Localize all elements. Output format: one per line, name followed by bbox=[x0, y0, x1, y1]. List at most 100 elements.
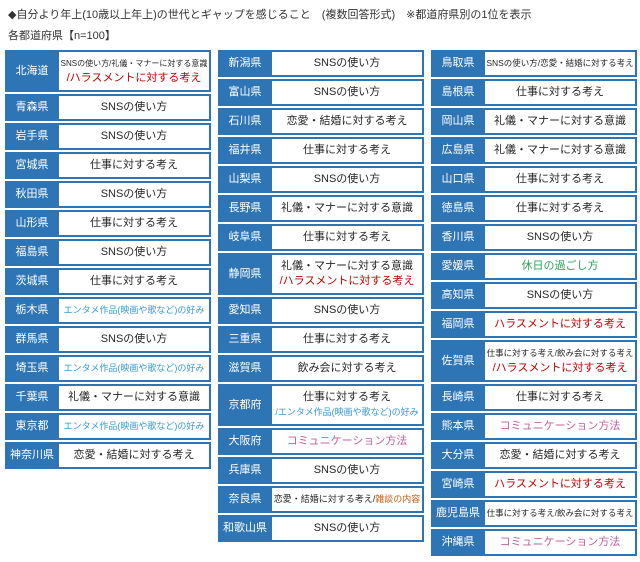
answer-text: SNSの使い方/礼儀・マナーに対する意識 bbox=[60, 59, 208, 68]
answer-cell: SNSの使い方 bbox=[485, 284, 635, 307]
answer-text: SNSの使い方 bbox=[313, 57, 381, 69]
table-row: 京都府 仕事に対する考え/エンタメ作品(映画や歌など)の好み bbox=[218, 384, 424, 426]
table-row: 佐賀県 仕事に対する考え/飲み会に対する考え/ハラスメントに対する考え bbox=[431, 340, 637, 382]
prefecture-cell: 広島県 bbox=[433, 139, 485, 162]
prefecture-cell: 島根県 bbox=[433, 81, 485, 104]
prefecture-cell: 長崎県 bbox=[433, 386, 485, 409]
answer-cell: 礼儀・マナーに対する意識 bbox=[485, 110, 635, 133]
answer-text: SNSの使い方 bbox=[526, 289, 594, 301]
answer-cell: 礼儀・マナーに対する意識 bbox=[272, 197, 422, 220]
answer-text: 仕事に対する考え bbox=[303, 333, 391, 345]
answer-text: /エンタメ作品(映画や歌など)の好み bbox=[275, 407, 419, 417]
answer-text: SNSの使い方 bbox=[100, 246, 168, 258]
prefecture-cell: 奈良県 bbox=[220, 488, 272, 511]
table-row: 栃木県 エンタメ作品(映画や歌など)の好み bbox=[5, 297, 211, 324]
answer-cell: 仕事に対する考え bbox=[485, 197, 635, 220]
answer-cell: 仕事に対する考え bbox=[485, 168, 635, 191]
answer-text: 飲み会に対する考え bbox=[297, 362, 397, 374]
answer-text: 仕事に対する考え bbox=[90, 217, 178, 229]
answer-text: 仕事に対する考え/飲み会に対する考え bbox=[486, 508, 634, 518]
answer-text: SNSの使い方/恋愛・結婚に対する考え bbox=[486, 58, 634, 68]
prefecture-cell: 宮城県 bbox=[7, 154, 59, 177]
prefecture-cell: 埼玉県 bbox=[7, 357, 59, 380]
prefecture-cell: 高知県 bbox=[433, 284, 485, 307]
prefecture-cell: 香川県 bbox=[433, 226, 485, 249]
prefecture-cell: 北海道 bbox=[7, 52, 59, 90]
table-row: 大分県 恋愛・結婚に対する考え bbox=[431, 442, 637, 469]
prefecture-cell: 山形県 bbox=[7, 212, 59, 235]
answer-cell: SNSの使い方 bbox=[485, 226, 635, 249]
answer-text: 仕事に対する考え bbox=[90, 275, 178, 287]
answer-cell: 仕事に対する考え bbox=[272, 226, 422, 249]
answer-cell: SNSの使い方 bbox=[272, 81, 422, 104]
table-row: 福島県 SNSの使い方 bbox=[5, 239, 211, 266]
answer-text: 仕事に対する考え/飲み会に対する考え bbox=[486, 348, 634, 358]
answer-cell: 飲み会に対する考え bbox=[272, 357, 422, 380]
table-row: 岐阜県 仕事に対する考え bbox=[218, 224, 424, 251]
tables: 北海道 SNSの使い方/礼儀・マナーに対する意識/ハラスメントに対する考え 青森県 S… bbox=[5, 50, 637, 558]
table-row: 香川県 SNSの使い方 bbox=[431, 224, 637, 251]
table-row: 鹿児島県 仕事に対する考え/飲み会に対する考え bbox=[431, 500, 637, 527]
table-row: 青森県 SNSの使い方 bbox=[5, 94, 211, 121]
prefecture-cell: 愛知県 bbox=[220, 299, 272, 322]
table-row: 長崎県 仕事に対する考え bbox=[431, 384, 637, 411]
table-row: 三重県 仕事に対する考え bbox=[218, 326, 424, 353]
table-row: 山梨県 SNSの使い方 bbox=[218, 166, 424, 193]
answer-text: 仕事に対する考え bbox=[90, 159, 178, 171]
answer-cell: 恋愛・結婚に対する考え bbox=[485, 444, 635, 467]
prefecture-cell: 福井県 bbox=[220, 139, 272, 162]
answer-text: 仕事に対する考え bbox=[303, 231, 391, 243]
answer-text: SNSの使い方 bbox=[100, 333, 168, 345]
answer-text: /ハラスメントに対する考え bbox=[279, 275, 415, 287]
answer-text: 恋愛・結婚に対する考え bbox=[286, 115, 408, 127]
answer-text: コミュニケーション方法 bbox=[499, 420, 621, 432]
answer-cell: コミュニケーション方法 bbox=[485, 531, 635, 554]
answer-cell: エンタメ作品(映画や歌など)の好み bbox=[59, 357, 209, 380]
answer-cell: 休日の過ごし方 bbox=[485, 255, 635, 278]
table-row: 山形県 仕事に対する考え bbox=[5, 210, 211, 237]
answer-cell: 仕事に対する考え bbox=[272, 139, 422, 162]
table-row: 徳島県 仕事に対する考え bbox=[431, 195, 637, 222]
table-row: 島根県 仕事に対する考え bbox=[431, 79, 637, 106]
table-row: 沖縄県 コミュニケーション方法 bbox=[431, 529, 637, 556]
prefecture-cell: 静岡県 bbox=[220, 255, 272, 293]
prefecture-cell: 岡山県 bbox=[433, 110, 485, 133]
answer-text: 仕事に対する考え bbox=[516, 86, 604, 98]
table-row: 高知県 SNSの使い方 bbox=[431, 282, 637, 309]
answer-cell: 仕事に対する考え bbox=[59, 270, 209, 293]
prefecture-cell: 福岡県 bbox=[433, 313, 485, 336]
prefecture-cell: 新潟県 bbox=[220, 52, 272, 75]
answer-text: SNSの使い方 bbox=[100, 188, 168, 200]
table-row: 茨城県 仕事に対する考え bbox=[5, 268, 211, 295]
answer-cell: SNSの使い方 bbox=[59, 96, 209, 119]
answer-text: SNSの使い方 bbox=[313, 86, 381, 98]
prefecture-cell: 青森県 bbox=[7, 96, 59, 119]
answer-text: 仕事に対する考え bbox=[516, 391, 604, 403]
prefecture-cell: 福島県 bbox=[7, 241, 59, 264]
answer-text: 礼儀・マナーに対する意識 bbox=[494, 115, 626, 127]
answer-text: /ハラスメントに対する考え bbox=[492, 362, 628, 374]
table-row: 滋賀県 飲み会に対する考え bbox=[218, 355, 424, 382]
answer-cell: ハラスメントに対する考え bbox=[485, 473, 635, 496]
prefecture-cell: 千葉県 bbox=[7, 386, 59, 409]
answer-text: エンタメ作品(映画や歌など)の好み bbox=[63, 363, 205, 373]
table-row: 石川県 恋愛・結婚に対する考え bbox=[218, 108, 424, 135]
prefecture-table-1: 北海道 SNSの使い方/礼儀・マナーに対する意識/ハラスメントに対する考え 青森県 S… bbox=[5, 50, 211, 471]
answer-text: エンタメ作品(映画や歌など)の好み bbox=[63, 305, 205, 315]
prefecture-table-3: 鳥取県 SNSの使い方/恋愛・結婚に対する考え 島根県 仕事に対する考え 岡山県 礼儀・マ… bbox=[431, 50, 637, 558]
answer-cell: 仕事に対する考え bbox=[59, 212, 209, 235]
answer-text: 礼儀・マナーに対する意識 bbox=[281, 260, 413, 272]
prefecture-cell: 石川県 bbox=[220, 110, 272, 133]
table-row: 新潟県 SNSの使い方 bbox=[218, 50, 424, 77]
table-row: 熊本県 コミュニケーション方法 bbox=[431, 413, 637, 440]
prefecture-cell: 岩手県 bbox=[7, 125, 59, 148]
prefecture-table-2: 新潟県 SNSの使い方 富山県 SNSの使い方 石川県 恋愛・結婚に対する考え 福井県 仕事に… bbox=[218, 50, 424, 544]
answer-cell: 恋愛・結婚に対する考え bbox=[59, 444, 209, 467]
answer-text: 仕事に対する考え bbox=[516, 202, 604, 214]
answer-cell: エンタメ作品(映画や歌など)の好み bbox=[59, 299, 209, 322]
table-row: 和歌山県 SNSの使い方 bbox=[218, 515, 424, 542]
answer-cell: 礼儀・マナーに対する意識 bbox=[59, 386, 209, 409]
table-row: 鳥取県 SNSの使い方/恋愛・結婚に対する考え bbox=[431, 50, 637, 77]
answer-cell: 仕事に対する考え bbox=[485, 81, 635, 104]
prefecture-cell: 大分県 bbox=[433, 444, 485, 467]
